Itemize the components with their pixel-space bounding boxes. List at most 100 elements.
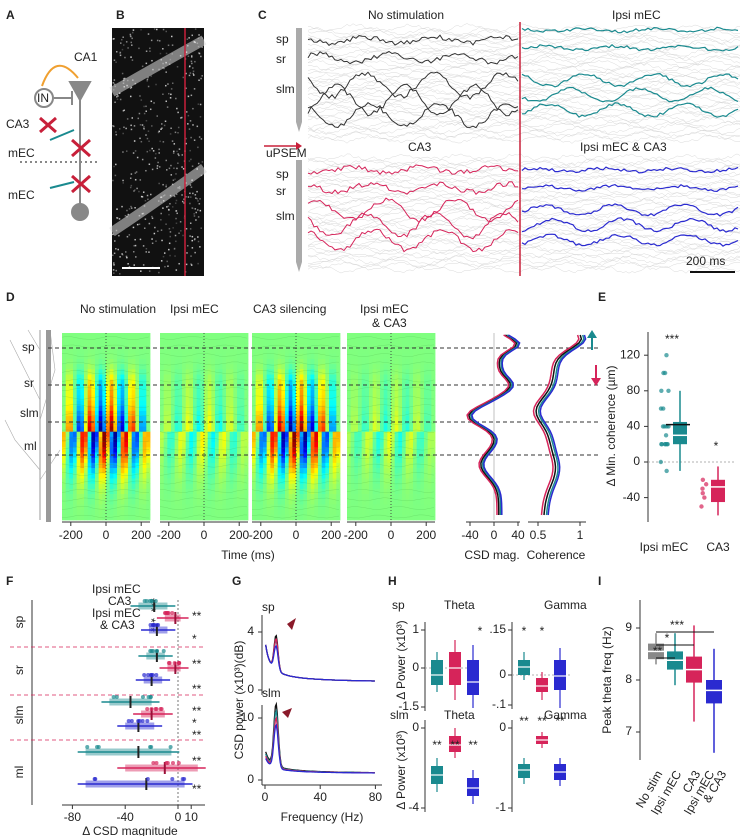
- csd-cell: [230, 468, 234, 474]
- csd-cell: [73, 401, 77, 407]
- label: No stimulation: [368, 8, 444, 22]
- panel-label: B: [116, 8, 125, 22]
- csd-cell: [274, 333, 278, 339]
- csd-cell: [164, 463, 168, 469]
- speckle: [122, 180, 124, 182]
- csd-cell: [358, 380, 362, 386]
- csd-cell: [226, 364, 230, 370]
- csd-cell: [84, 349, 88, 355]
- csd-cell: [62, 427, 66, 433]
- csd-cell: [303, 437, 307, 443]
- speckle: [174, 255, 176, 257]
- csd-cell: [175, 369, 179, 375]
- csd-cell: [124, 494, 128, 500]
- csd-cell: [95, 484, 99, 490]
- csd-cell: [62, 484, 66, 490]
- speckle: [139, 223, 141, 225]
- csd-cell: [296, 473, 300, 479]
- csd-cell: [336, 510, 340, 516]
- speckle: [144, 227, 146, 229]
- csd-cell: [314, 432, 318, 438]
- csd-cell: [139, 390, 143, 396]
- csd-cell: [296, 354, 300, 360]
- speckle: [177, 66, 179, 68]
- csd-cell: [62, 473, 66, 479]
- csd-cell: [139, 494, 143, 500]
- csd-cell: [336, 447, 340, 453]
- csd-cell: [281, 458, 285, 464]
- csd-cell: [365, 390, 369, 396]
- csd-cell: [193, 447, 197, 453]
- csd-cell: [285, 349, 289, 355]
- csd-cell: [197, 416, 201, 422]
- csd-cell: [73, 380, 77, 386]
- csd-cell: [398, 395, 402, 401]
- csd-cell: [182, 359, 186, 365]
- csd-cell: [121, 359, 125, 365]
- csd-cell: [322, 484, 326, 490]
- csd-cell: [62, 442, 66, 448]
- csd-cell: [193, 416, 197, 422]
- csd-cell: [230, 401, 234, 407]
- csd-cell: [376, 458, 380, 464]
- csd-cell: [380, 499, 384, 505]
- csd-cell: [167, 390, 171, 396]
- speckle: [200, 104, 202, 106]
- csd-cell: [336, 432, 340, 438]
- csd-cell: [230, 442, 234, 448]
- csd-cell: [373, 437, 377, 443]
- y-tick-label: 7: [625, 724, 632, 738]
- csd-cell: [362, 390, 366, 396]
- csd-cell: [391, 369, 395, 375]
- csd-cell: [73, 390, 77, 396]
- csd-cell: [325, 478, 329, 484]
- csd-cell: [132, 510, 136, 516]
- csd-cell: [274, 458, 278, 464]
- csd-cell: [329, 458, 333, 464]
- csd-cell: [329, 510, 333, 516]
- csd-cell: [211, 401, 215, 407]
- csd-cell: [124, 442, 128, 448]
- csd-cell: [413, 458, 417, 464]
- csd-cell: [230, 390, 234, 396]
- csd-cell: [99, 354, 103, 360]
- csd-cell: [244, 458, 248, 464]
- csd-cell: [369, 411, 373, 417]
- speckle: [169, 168, 171, 170]
- csd-cell: [143, 494, 147, 500]
- csd-cell: [117, 494, 121, 500]
- csd-cell: [380, 473, 384, 479]
- csd-cell: [164, 369, 168, 375]
- csd-cell: [336, 349, 340, 355]
- csd-cell: [167, 463, 171, 469]
- x-tick-label: 0.5: [530, 528, 547, 542]
- csd-cell: [193, 463, 197, 469]
- csd-cell: [333, 416, 337, 422]
- point: [146, 777, 150, 781]
- csd-cell: [428, 375, 432, 381]
- csd-cell: [406, 375, 410, 381]
- csd-cell: [278, 468, 282, 474]
- speckle: [122, 151, 124, 153]
- csd-cell: [135, 359, 139, 365]
- background-trace: [308, 129, 740, 138]
- csd-cell: [237, 380, 241, 386]
- speckle: [131, 38, 133, 40]
- box: [711, 480, 725, 502]
- csd-cell: [80, 494, 84, 500]
- csd-cell: [325, 375, 329, 381]
- csd-cell: [193, 473, 197, 479]
- csd-cell: [270, 484, 274, 490]
- csd-cell: [88, 468, 92, 474]
- csd-cell: [106, 338, 110, 344]
- csd-cell: [256, 349, 260, 355]
- point: [177, 761, 181, 765]
- csd-cell: [380, 416, 384, 422]
- csd-cell: [241, 478, 245, 484]
- csd-cell: [289, 447, 293, 453]
- speckle: [146, 111, 148, 113]
- speckle: [195, 197, 197, 199]
- csd-cell: [391, 458, 395, 464]
- csd-cell: [128, 432, 132, 438]
- csd-cell: [380, 369, 384, 375]
